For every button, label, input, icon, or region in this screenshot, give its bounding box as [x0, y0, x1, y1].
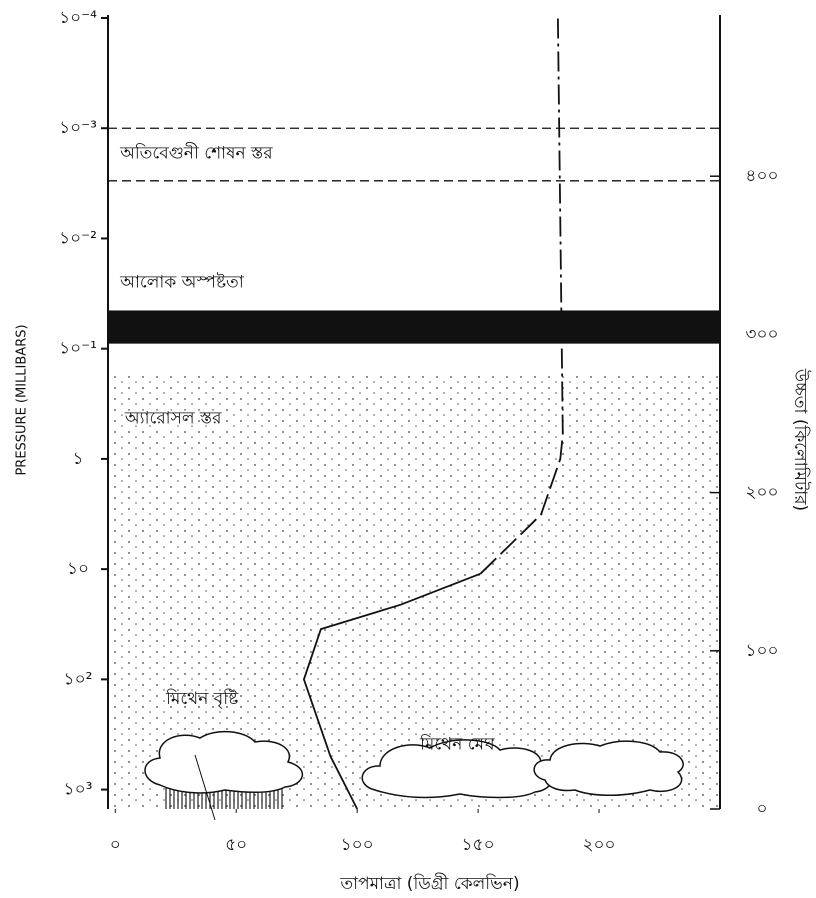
rain-pointer [194, 754, 216, 821]
y-tick-label: ১০⁻⁴ [59, 8, 97, 28]
cloud [361, 739, 554, 799]
annotation: অ্যারোসল স্তর [124, 409, 222, 429]
y-tick-label: ১০² [64, 669, 93, 689]
temperature-profile [479, 434, 564, 575]
temperature-profile [557, 17, 564, 435]
x-tick-label: ১০০ [341, 835, 374, 855]
y-tick-label: ১ [72, 449, 83, 469]
annotation: মিথেন বৃষ্টি [165, 688, 239, 709]
y2-tick-label: ১০০ [745, 641, 778, 661]
x-tick-label: ১৫০ [462, 835, 495, 855]
temperature-profile [302, 572, 481, 810]
clouds [144, 730, 684, 821]
y-axis-label: PRESSURE (MILLIBARS) [15, 324, 30, 475]
haze-band [108, 310, 720, 344]
y2-tick-label: ৩০০ [745, 324, 778, 344]
y-tick-label: ১০⁻¹ [59, 339, 97, 359]
cloud [533, 740, 684, 797]
annotation: মিথেন মেঘ [419, 734, 495, 755]
x-axis-label: তাপমাত্রা (ডিগ্রী কেলভিন) [339, 873, 519, 894]
y-tick-label: ১০³ [64, 780, 93, 800]
y-tick-label: ১০⁻² [59, 228, 97, 248]
rain-cloud [144, 730, 303, 794]
annotation: অতিবেগুনী শোষন স্তর [119, 143, 273, 164]
x-tick-label: ০ [110, 835, 121, 855]
x-tick-label: ৫০ [225, 835, 247, 855]
y2-tick-label: ৪০০ [745, 166, 778, 186]
x-tick-label: ২০০ [582, 835, 615, 855]
y-tick-label: ১০⁻³ [59, 118, 97, 138]
y-tick-label: ১০ [67, 559, 89, 579]
annotation: আলোক অস্পষ্টতা [119, 271, 245, 292]
y2-tick-label: ০ [756, 799, 767, 819]
y2-axis-label: উচ্চতা (কিলোমিটার) [790, 368, 811, 511]
y2-tick-label: ২০০ [745, 483, 778, 503]
